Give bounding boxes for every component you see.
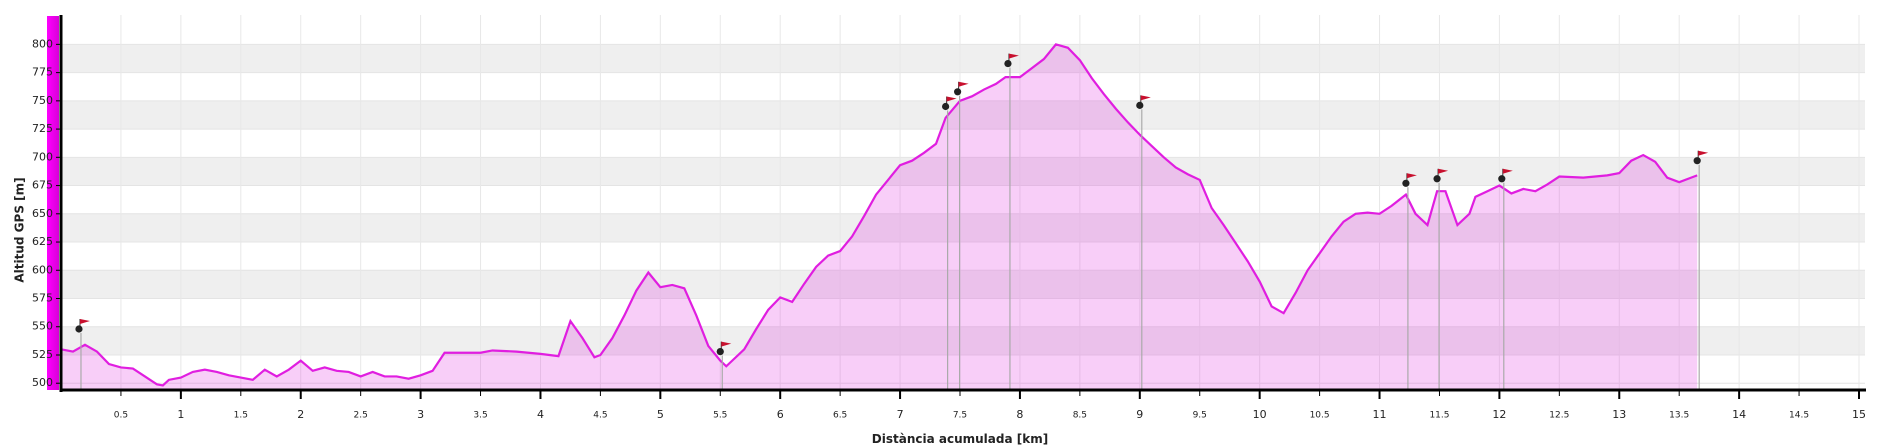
profile-line [60,43,1698,387]
waypoint [1433,175,1441,183]
waypoint [942,102,950,111]
grid-band [61,270,1865,299]
x-tick-label: 10 [1253,408,1267,421]
y-tick-label: 700 [32,150,53,163]
x-tick-label: 2 [297,408,304,421]
x-tick-label: 14 [1732,408,1746,421]
y-tick-label: 750 [32,94,53,107]
y-tick-label: 675 [32,179,53,192]
x-tick-label: 2.5 [354,411,368,421]
x-tick-label: 5.5 [713,411,727,421]
y-tick-label: 550 [32,320,53,333]
waypoint [1402,179,1410,187]
x-tick-label: 1 [177,408,184,421]
x-tick-label: 7 [897,408,904,421]
x-tick-label: 0.5 [114,411,128,421]
x-tick-label: 10.5 [1310,411,1330,421]
grid-band [61,44,1865,73]
x-tick-label: 11.5 [1429,411,1449,421]
x-tick-label: 12.5 [1549,411,1569,421]
waypoint [1693,157,1701,165]
waypoint [75,325,83,333]
waypoint [716,347,724,356]
waypoint [1004,59,1012,68]
flag [1140,95,1151,101]
flag [1502,168,1513,174]
y-tick-label: 575 [32,292,53,305]
x-tick-label: 13 [1612,408,1626,421]
grid-band [61,157,1865,186]
flag [946,96,957,102]
x-tick-label: 4.5 [593,411,607,421]
y-tick-label: 650 [32,207,53,220]
x-tick-label: 9 [1136,408,1143,421]
y-tick-label: 625 [32,235,53,248]
x-tick-label: 9.5 [1193,411,1207,421]
flag [958,81,969,87]
y-tick-label: 600 [32,263,53,276]
x-tick-label: 3 [417,408,424,421]
x-tick-label: 6.5 [833,411,847,421]
side-bar [47,16,59,390]
x-tick-label: 7.5 [953,411,967,421]
x-axis-title: Distància acumulada [km] [872,432,1048,446]
flag [721,341,732,347]
y-tick-label: 800 [32,37,53,50]
area-fill [61,44,1698,391]
grid-band [61,213,1865,243]
x-tick-label: 8.5 [1073,411,1087,421]
waypoint [1498,175,1506,183]
grid-band [61,100,1865,130]
waypoint [954,88,962,96]
x-tick-label: 14.5 [1789,411,1809,421]
x-tick-label: 3.5 [473,411,487,421]
x-tick-label: 13.5 [1669,411,1689,421]
x-tick-label: 12 [1492,408,1506,421]
flag [1698,150,1709,156]
x-tick-label: 6 [777,408,784,421]
flag [1406,173,1417,179]
flag [1438,168,1449,174]
x-tick-label: 5 [657,408,664,421]
x-tick-label: 4 [537,408,544,421]
y-tick-label: 525 [32,348,53,361]
flag [79,319,90,325]
x-tick-label: 15 [1852,408,1866,421]
flag [1008,53,1019,59]
x-tick-label: 1.5 [234,411,248,421]
y-axis-title: Altitud GPS [m] [13,177,27,282]
y-tick-label: 500 [32,376,53,389]
y-tick-label: 725 [32,122,53,135]
x-tick-label: 8 [1016,408,1023,421]
waypoint [1136,101,1144,109]
grid-band [61,326,1865,355]
y-tick-label: 775 [32,66,53,79]
x-tick-label: 11 [1373,408,1387,421]
